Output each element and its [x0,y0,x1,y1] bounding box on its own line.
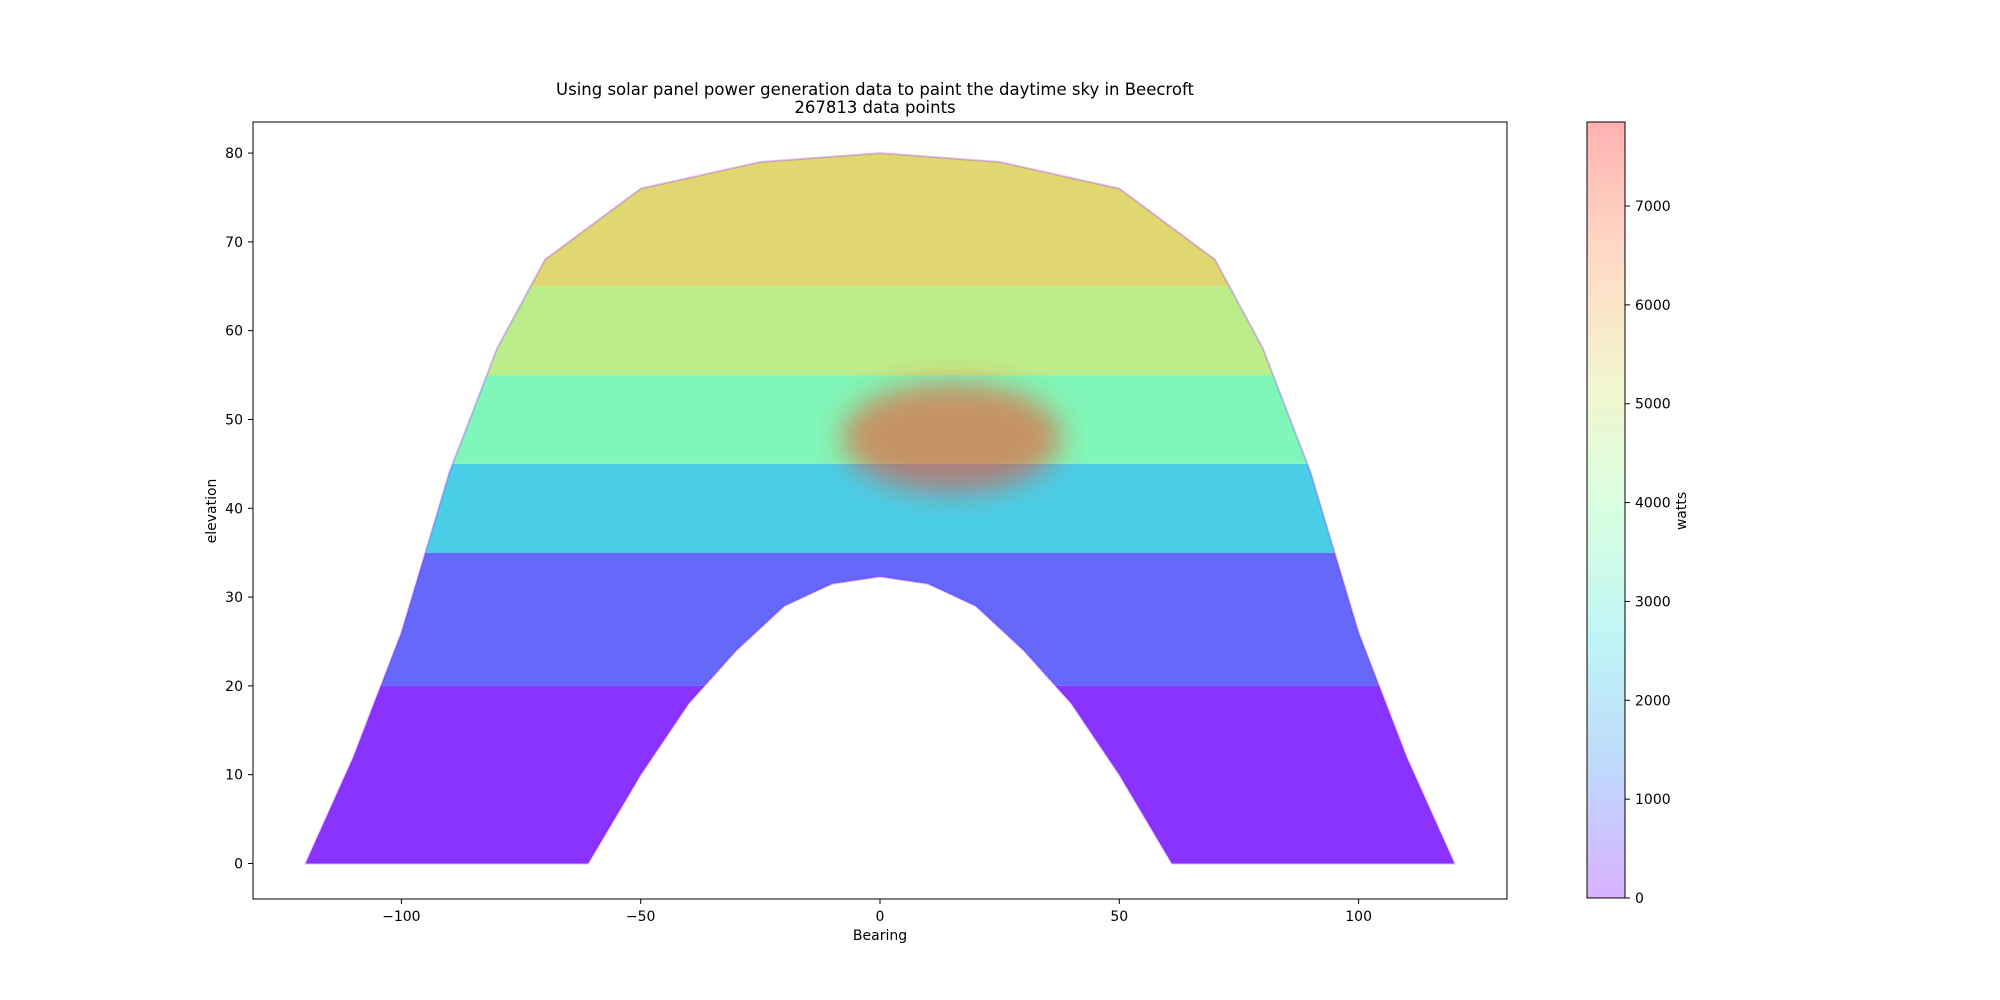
power-band-5 [305,153,1455,287]
chart-title: Using solar panel power generation data … [556,80,1194,99]
colorbar-tick-label: 4000 [1635,496,1671,512]
power-band-4 [305,286,1455,376]
x-axis: −100 −50 0 50 100 [382,899,1372,925]
x-tick-label: 0 [876,909,885,925]
power-band-0 [305,685,1455,864]
power-hotspot [841,382,1062,493]
y-tick-label: 40 [225,501,243,517]
colorbar-tick-label: 0 [1635,891,1644,907]
power-band-1 [305,552,1455,686]
colorbar-tick-label: 5000 [1635,397,1671,413]
colorbar-ticks: 0 1000 2000 3000 4000 5000 6000 7000 [1625,199,1671,907]
y-tick-label: 70 [225,235,243,251]
colorbar-tick-label: 7000 [1635,199,1671,215]
colorbar-tick-label: 2000 [1635,693,1671,709]
y-axis-label: elevation [204,479,220,544]
y-tick-label: 80 [225,146,243,162]
sky-scatter-points [305,153,1455,864]
colorbar-tick-label: 3000 [1635,594,1671,610]
x-tick-label: −50 [626,909,656,925]
plot-area [304,152,1456,865]
y-tick-label: 50 [225,412,243,428]
y-tick-label: 10 [225,768,243,784]
x-tick-label: −100 [382,909,420,925]
y-axis: 0 10 20 30 40 50 60 70 80 [225,146,253,872]
x-tick-label: 50 [1110,909,1128,925]
sky-envelope-outline [304,152,1456,865]
y-tick-label: 20 [225,679,243,695]
colorbar-label: watts [1674,492,1690,530]
y-tick-label: 0 [234,856,243,872]
chart-subtitle: 267813 data points [794,98,956,117]
x-axis-label: Bearing [853,928,907,944]
colorbar-gradient [1586,121,1626,899]
y-tick-label: 30 [225,590,243,606]
x-tick-label: 100 [1345,909,1372,925]
colorbar: 0 1000 2000 3000 4000 5000 6000 7000 watts [1586,121,1690,907]
y-tick-label: 60 [225,324,243,340]
colorbar-tick-label: 6000 [1635,298,1671,314]
colorbar-tick-label: 1000 [1635,792,1671,808]
